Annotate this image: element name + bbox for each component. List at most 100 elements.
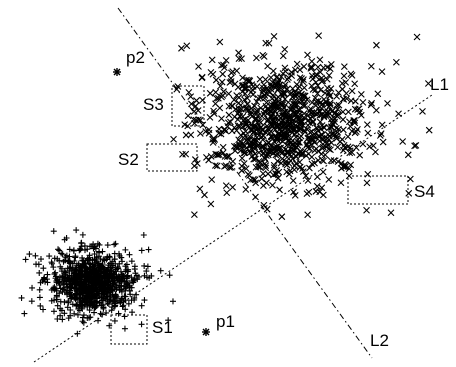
cross-marker bbox=[262, 164, 270, 172]
cross-marker bbox=[277, 159, 285, 167]
plus-marker bbox=[73, 284, 80, 291]
cross-marker bbox=[340, 95, 348, 103]
plus-marker bbox=[112, 240, 119, 247]
cross-marker bbox=[261, 92, 269, 99]
cross-marker bbox=[250, 175, 257, 183]
cross-marker bbox=[238, 154, 246, 162]
cross-marker bbox=[217, 130, 225, 138]
cross-marker bbox=[243, 94, 251, 102]
cross-marker bbox=[225, 111, 233, 119]
cross-marker bbox=[367, 101, 375, 109]
cross-marker bbox=[252, 193, 259, 201]
cross-marker bbox=[261, 94, 269, 102]
plus-marker bbox=[37, 302, 44, 309]
cross-marker bbox=[262, 76, 269, 83]
cross-marker bbox=[266, 89, 274, 97]
cross-marker bbox=[234, 116, 242, 123]
plus-marker bbox=[92, 276, 99, 283]
plus-marker bbox=[116, 298, 123, 305]
label-s3: S3 bbox=[143, 95, 164, 114]
cross-marker bbox=[260, 53, 268, 60]
cross-marker bbox=[322, 112, 330, 120]
cross-marker bbox=[293, 60, 301, 68]
cross-marker bbox=[325, 124, 333, 132]
plus-marker bbox=[117, 275, 124, 282]
plus-marker bbox=[57, 312, 64, 319]
cross-marker bbox=[264, 62, 271, 70]
cross-marker bbox=[290, 100, 298, 108]
cross-marker bbox=[274, 80, 282, 88]
label-l2: L2 bbox=[370, 331, 389, 350]
plus-marker bbox=[119, 258, 126, 265]
point-p2-star bbox=[113, 68, 121, 76]
cross-marker bbox=[326, 133, 333, 140]
plus-marker bbox=[54, 302, 61, 309]
cross-marker bbox=[331, 115, 338, 122]
cross-marker bbox=[239, 74, 246, 82]
cross-marker bbox=[295, 120, 303, 128]
cross-marker bbox=[235, 55, 243, 63]
plus-marker bbox=[86, 314, 93, 321]
cross-marker bbox=[250, 155, 258, 163]
plus-marker bbox=[129, 309, 136, 316]
plus-marker bbox=[50, 228, 57, 235]
cross-marker bbox=[308, 160, 316, 168]
cross-marker bbox=[251, 116, 259, 123]
label-s4: S4 bbox=[414, 182, 435, 201]
plus-marker bbox=[113, 279, 120, 286]
cross-marker bbox=[281, 113, 288, 121]
plus-marker bbox=[96, 273, 103, 280]
plus-marker bbox=[85, 277, 92, 284]
cross-marker bbox=[334, 158, 342, 166]
plus-marker bbox=[113, 293, 120, 300]
plus-marker bbox=[59, 316, 66, 323]
cross-marker bbox=[196, 185, 204, 193]
cross-marker bbox=[226, 118, 234, 126]
cross-marker bbox=[187, 93, 195, 101]
plus-marker bbox=[100, 272, 107, 279]
cross-marker bbox=[271, 126, 279, 134]
plus-marker bbox=[80, 262, 87, 269]
cross-marker bbox=[196, 130, 204, 137]
plus-marker bbox=[86, 270, 93, 277]
cross-marker bbox=[205, 156, 213, 164]
plus-marker bbox=[51, 284, 58, 291]
cross-marker bbox=[281, 64, 289, 72]
cross-marker bbox=[316, 56, 324, 64]
cross-marker bbox=[291, 109, 299, 117]
cross-marker bbox=[228, 69, 235, 77]
plus-marker bbox=[77, 246, 84, 253]
plus-marker bbox=[66, 265, 73, 272]
cross-marker bbox=[218, 93, 225, 101]
plus-marker bbox=[55, 246, 62, 253]
cross-marker bbox=[321, 89, 329, 97]
cross-marker bbox=[278, 90, 285, 98]
cross-marker bbox=[209, 139, 217, 146]
cross-marker bbox=[213, 94, 220, 102]
cross-marker bbox=[234, 122, 242, 130]
plus-marker bbox=[71, 281, 78, 288]
plus-marker bbox=[92, 285, 99, 292]
plus-marker bbox=[109, 283, 116, 290]
plus-marker bbox=[91, 250, 98, 257]
cross-marker bbox=[235, 105, 243, 113]
cross-marker bbox=[363, 206, 370, 214]
cross-marker bbox=[278, 149, 285, 157]
cross-marker bbox=[308, 58, 316, 65]
cross-marker bbox=[309, 119, 317, 126]
plus-marker bbox=[126, 287, 133, 294]
cross-marker bbox=[272, 80, 279, 87]
plus-marker bbox=[115, 265, 122, 272]
plus-marker bbox=[40, 306, 47, 313]
cross-marker bbox=[355, 105, 363, 113]
plus-marker bbox=[108, 275, 115, 282]
box-s1 bbox=[110, 314, 148, 345]
line-l2 bbox=[117, 7, 373, 359]
plus-marker bbox=[93, 254, 100, 261]
cross-marker bbox=[312, 86, 319, 94]
plus-marker bbox=[133, 291, 140, 298]
plus-marker bbox=[121, 325, 128, 332]
cross-marker bbox=[318, 156, 326, 164]
plus-marker bbox=[108, 307, 115, 314]
cross-marker bbox=[240, 117, 247, 124]
